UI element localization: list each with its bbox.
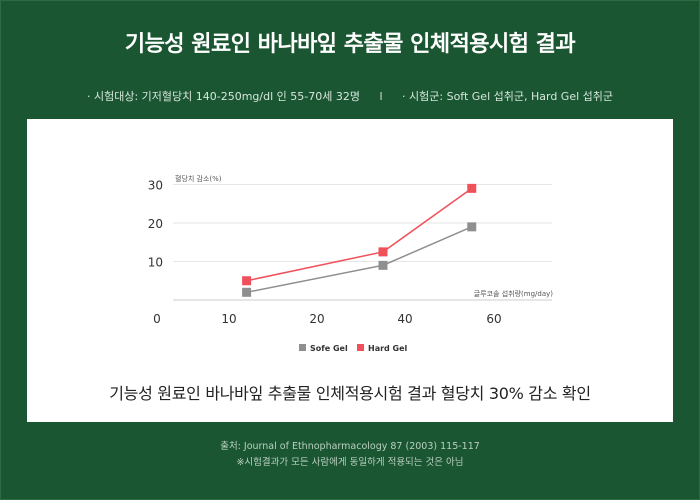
- x-tick-label: 40: [397, 312, 412, 326]
- disclaimer: ※시험결과가 모든 사람에게 동일하게 적용되는 것은 아님: [236, 457, 464, 468]
- source-note: 출처: Journal of Ethnopharmacology 87 (200…: [0, 439, 700, 471]
- y-tick-label: 10: [148, 256, 163, 270]
- x-tick-label: 0: [153, 312, 161, 326]
- legend-label: Hard Gel: [368, 344, 408, 353]
- subject-info: · 시험대상: 기저혈당치 140-250mg/dl 인 55-70세 32명: [86, 90, 360, 103]
- chart-panel: 10 20 30 혈당치 감소(%) 글루코솔 섭취량(mg/day) 0 10 20 40 60…: [27, 119, 673, 422]
- group-info: · 시험군: Soft Gel 섭취군, Hard Gel 섭취군: [402, 90, 614, 103]
- series-line: [246, 226, 473, 294]
- source-citation: 출처: Journal of Ethnopharmacology 87 (200…: [220, 441, 480, 452]
- y-axis-label: 혈당치 감소(%): [175, 174, 222, 183]
- x-tick-label: 60: [486, 312, 501, 326]
- data-point: [242, 276, 252, 286]
- legend-swatch: [357, 344, 364, 351]
- conclusion-text: 기능성 원료인 바나바잎 추출물 인체적용시험 결과 혈당치 30% 감소 확인: [109, 384, 591, 403]
- data-point: [378, 260, 388, 270]
- y-tick-label: 20: [148, 217, 163, 231]
- y-tick-label: 30: [148, 179, 163, 193]
- x-tick-label: 10: [221, 312, 236, 326]
- x-tick-label: 20: [309, 312, 324, 326]
- series-line: [246, 187, 473, 282]
- data-point: [467, 222, 477, 232]
- data-point: [242, 287, 252, 297]
- data-point: [467, 183, 477, 193]
- study-info: · 시험대상: 기저혈당치 140-250mg/dl 인 55-70세 32명 …: [0, 88, 700, 104]
- x-axis-label: 글루코솔 섭취량(mg/day): [474, 289, 554, 298]
- page-title: 기능성 원료인 바나바잎 추출물 인체적용시험 결과: [124, 32, 576, 57]
- legend-swatch: [299, 344, 306, 351]
- legend-label: Sofe Gel: [310, 344, 348, 353]
- data-point: [378, 247, 388, 257]
- chart: 10 20 30 혈당치 감소(%) 글루코솔 섭취량(mg/day) 0 10 20 40 60…: [148, 174, 554, 353]
- info-separator: l: [379, 90, 383, 103]
